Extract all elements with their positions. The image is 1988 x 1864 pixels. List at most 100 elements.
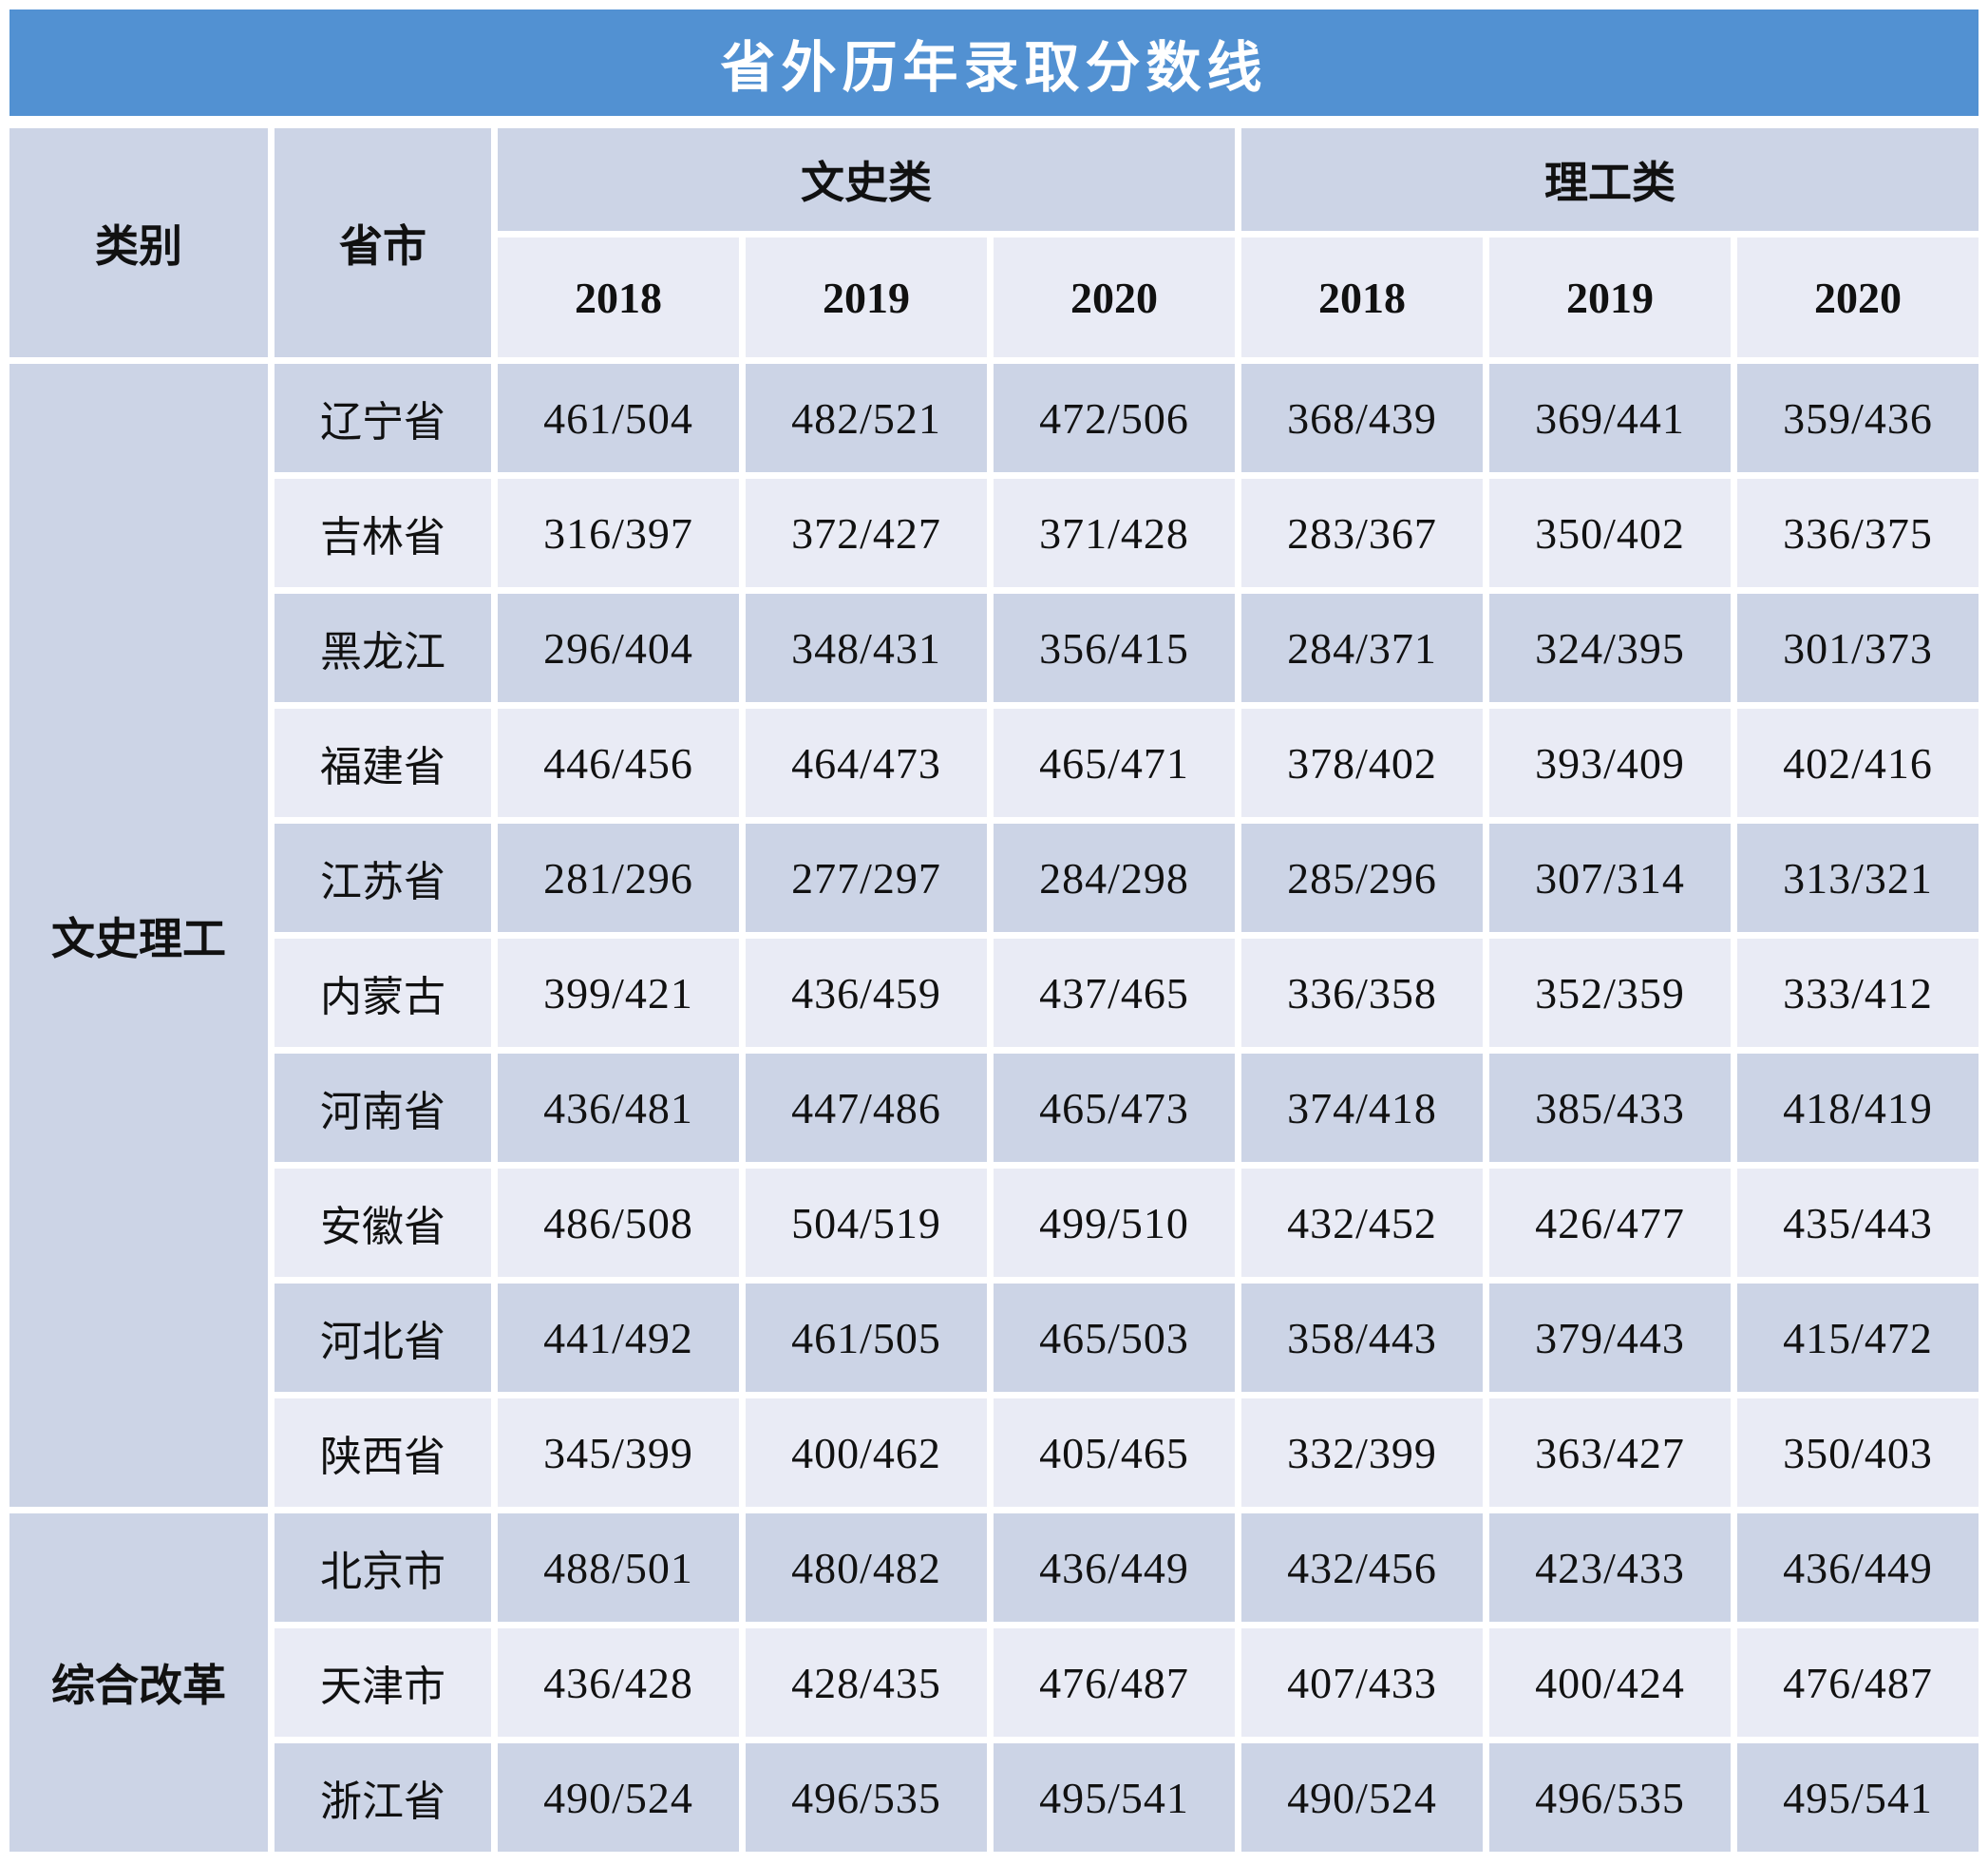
score-cell: 356/415 xyxy=(994,594,1236,702)
score-cell: 432/456 xyxy=(1241,1513,1484,1622)
header-group-science: 理工类 xyxy=(1241,128,1979,231)
score-cell: 333/412 xyxy=(1737,939,1979,1047)
score-cell: 447/486 xyxy=(746,1054,987,1162)
header-province: 省市 xyxy=(275,128,491,357)
table-row: 天津市 436/428 428/435 476/487 407/433 400/424 47… xyxy=(9,1628,1979,1737)
page-title: 省外历年录取分数线 xyxy=(9,10,1979,116)
score-cell: 281/296 xyxy=(498,824,739,932)
score-cell: 350/402 xyxy=(1489,479,1732,587)
province-cell: 江苏省 xyxy=(275,824,491,932)
score-cell: 324/395 xyxy=(1489,594,1732,702)
score-cell: 480/482 xyxy=(746,1513,987,1622)
table-header: 类别 省市 文史类 理工类 2018 2019 2020 2018 2019 2… xyxy=(9,128,1979,357)
score-cell: 336/358 xyxy=(1241,939,1484,1047)
table-row: 浙江省 490/524 496/535 495/541 490/524 496/535 49… xyxy=(9,1743,1979,1852)
score-cell: 490/524 xyxy=(498,1743,739,1852)
year-header: 2018 xyxy=(498,238,739,357)
table-row: 吉林省 316/397 372/427 371/428 283/367 350/402 33… xyxy=(9,479,1979,587)
score-cell: 495/541 xyxy=(1737,1743,1979,1852)
score-cell: 399/421 xyxy=(498,939,739,1047)
table-row: 陕西省 345/399 400/462 405/465 332/399 363/427 35… xyxy=(9,1398,1979,1507)
score-cell: 432/452 xyxy=(1241,1169,1484,1277)
year-header: 2019 xyxy=(746,238,987,357)
score-cell: 461/505 xyxy=(746,1284,987,1392)
score-cell: 423/433 xyxy=(1489,1513,1732,1622)
score-cell: 284/371 xyxy=(1241,594,1484,702)
score-cell: 488/501 xyxy=(498,1513,739,1622)
header-category: 类别 xyxy=(9,128,268,357)
category-cell-section-0: 文史理工 xyxy=(9,364,268,1507)
table-row: 江苏省 281/296 277/297 284/298 285/296 307/314 31… xyxy=(9,824,1979,932)
score-cell: 436/449 xyxy=(994,1513,1236,1622)
score-cell: 374/418 xyxy=(1241,1054,1484,1162)
score-cell: 436/449 xyxy=(1737,1513,1979,1622)
score-cell: 472/506 xyxy=(994,364,1236,472)
score-cell: 368/439 xyxy=(1241,364,1484,472)
score-cell: 301/373 xyxy=(1737,594,1979,702)
score-cell: 428/435 xyxy=(746,1628,987,1737)
score-cell: 465/471 xyxy=(994,709,1236,817)
province-cell: 福建省 xyxy=(275,709,491,817)
table-row: 河南省 436/481 447/486 465/473 374/418 385/433 41… xyxy=(9,1054,1979,1162)
province-cell: 内蒙古 xyxy=(275,939,491,1047)
score-cell: 441/492 xyxy=(498,1284,739,1392)
score-cell: 446/456 xyxy=(498,709,739,817)
province-cell: 河北省 xyxy=(275,1284,491,1392)
score-cell: 496/535 xyxy=(746,1743,987,1852)
score-cell: 277/297 xyxy=(746,824,987,932)
score-cell: 402/416 xyxy=(1737,709,1979,817)
score-cell: 316/397 xyxy=(498,479,739,587)
table-row: 黑龙江 296/404 348/431 356/415 284/371 324/395 30… xyxy=(9,594,1979,702)
score-cell: 313/321 xyxy=(1737,824,1979,932)
score-table: 类别 省市 文史类 理工类 2018 2019 2020 2018 2019 2… xyxy=(3,122,1985,1858)
year-header: 2019 xyxy=(1489,238,1732,357)
year-header: 2020 xyxy=(994,238,1236,357)
score-cell: 436/428 xyxy=(498,1628,739,1737)
table-row: 福建省 446/456 464/473 465/471 378/402 393/409 40… xyxy=(9,709,1979,817)
score-cell: 371/428 xyxy=(994,479,1236,587)
table-row: 综合改革 北京市 488/501 480/482 436/449 432/456 423/4… xyxy=(9,1513,1979,1852)
score-cell: 379/443 xyxy=(1489,1284,1732,1392)
score-cell: 435/443 xyxy=(1737,1169,1979,1277)
score-cell: 405/465 xyxy=(994,1398,1236,1507)
score-cell: 486/508 xyxy=(498,1169,739,1277)
score-cell: 332/399 xyxy=(1241,1398,1484,1507)
score-cell: 436/459 xyxy=(746,939,987,1047)
score-cell: 352/359 xyxy=(1489,939,1732,1047)
score-cell: 284/298 xyxy=(994,824,1236,932)
score-cell: 426/477 xyxy=(1489,1169,1732,1277)
province-cell: 天津市 xyxy=(275,1628,491,1737)
score-cell: 336/375 xyxy=(1737,479,1979,587)
score-cell: 461/504 xyxy=(498,364,739,472)
score-cell: 465/473 xyxy=(994,1054,1236,1162)
score-cell: 504/519 xyxy=(746,1169,987,1277)
score-cell: 418/419 xyxy=(1737,1054,1979,1162)
score-cell: 490/524 xyxy=(1241,1743,1484,1852)
year-header: 2018 xyxy=(1241,238,1484,357)
header-row-years: 2018 2019 2020 2018 2019 2020 xyxy=(9,238,1979,357)
province-cell: 安徽省 xyxy=(275,1169,491,1277)
table-body: 文史理工 辽宁省 461/504 482/521 472/506 368/439 369/4… xyxy=(9,364,1979,1852)
score-cell: 285/296 xyxy=(1241,824,1484,932)
province-cell: 吉林省 xyxy=(275,479,491,587)
score-cell: 482/521 xyxy=(746,364,987,472)
province-cell: 北京市 xyxy=(275,1513,491,1622)
score-cell: 372/427 xyxy=(746,479,987,587)
score-cell: 348/431 xyxy=(746,594,987,702)
score-cell: 385/433 xyxy=(1489,1054,1732,1162)
header-row-groups: 类别 省市 文史类 理工类 xyxy=(9,128,1979,357)
score-cell: 415/472 xyxy=(1737,1284,1979,1392)
score-cell: 350/403 xyxy=(1737,1398,1979,1507)
score-cell: 363/427 xyxy=(1489,1398,1732,1507)
province-cell: 河南省 xyxy=(275,1054,491,1162)
table-row: 河北省 441/492 461/505 465/503 358/443 379/443 41… xyxy=(9,1284,1979,1392)
score-cell: 369/441 xyxy=(1489,364,1732,472)
score-cell: 436/481 xyxy=(498,1054,739,1162)
table-row: 文史理工 辽宁省 461/504 482/521 472/506 368/439 369/4… xyxy=(9,364,1979,1507)
score-cell: 358/443 xyxy=(1241,1284,1484,1392)
score-cell: 400/424 xyxy=(1489,1628,1732,1737)
province-cell: 浙江省 xyxy=(275,1743,491,1852)
province-cell: 黑龙江 xyxy=(275,594,491,702)
category-cell-section-1: 综合改革 xyxy=(9,1513,268,1852)
